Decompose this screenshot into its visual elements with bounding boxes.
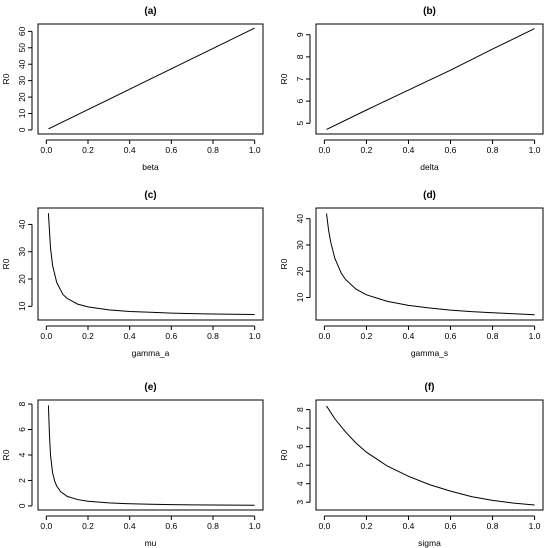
panel-f-x-tick-label-2: 0.4 (403, 521, 415, 531)
panel-e-x-tick-label-4: 0.8 (207, 521, 219, 531)
panel-e-y-axis-title: R0 (1, 449, 11, 460)
panel-f-x-axis-title: sigma (418, 538, 441, 548)
panel-d-x-tick-label-2: 0.4 (403, 331, 415, 341)
panel-b-y-tick-label-1: 6 (295, 99, 305, 104)
panel-c-x-tick-label-3: 0.6 (165, 331, 177, 341)
panel-d-y-tick-label-2: 30 (295, 240, 305, 250)
panel-c-y-tick-label-1: 20 (17, 274, 27, 284)
panel-f-series-line (326, 405, 535, 506)
panel-b-y-tick-label-2: 7 (295, 76, 305, 81)
panel-a-y-axis-title: R0 (1, 73, 11, 84)
panel-e-y-tick-label-1: 2 (17, 478, 27, 483)
panel-a-y-tick-label-5: 50 (17, 43, 27, 53)
panel-a-x-tick-label-3: 0.6 (165, 145, 177, 155)
panel-c-x-tick-label-5: 1.0 (249, 331, 261, 341)
panel-a-x-tick-label-1: 0.2 (82, 145, 94, 155)
panel-d-x-axis-title: gamma_s (411, 348, 448, 358)
panel-b-x-axis-title: delta (420, 162, 439, 172)
panel-a-x-axis-title: beta (142, 162, 159, 172)
panel-b-x-tick-label-3: 0.6 (445, 145, 457, 155)
panel-a-y-tick-label-2: 20 (17, 92, 27, 102)
panel-b-y-tick-label-4: 9 (295, 32, 305, 37)
panel-d-x-tick-label-4: 0.8 (487, 331, 499, 341)
panel-e-y-tick-label-2: 4 (17, 452, 27, 457)
panel-c-series-line (47, 213, 255, 315)
panel-e-x-tick-label-5: 1.0 (249, 521, 261, 531)
panel-d-title: (d) (423, 190, 436, 201)
panel-a-y-tick-label-4: 40 (17, 59, 27, 69)
panel-e-y-tick-label-0: 0 (17, 503, 27, 508)
panel-b-title: (b) (423, 6, 436, 17)
panel-d-x-tick-label-5: 1.0 (529, 331, 541, 341)
panel-e-x-tick-label-1: 0.2 (82, 521, 94, 531)
panel-e-x-tick-label-2: 0.4 (124, 521, 136, 531)
panel-e-title: (e) (144, 382, 156, 393)
panel-d-x-tick-label-1: 0.2 (361, 331, 373, 341)
panel-c-x-tick-label-2: 0.4 (124, 331, 136, 341)
panel-e-y-tick-label-4: 8 (17, 401, 27, 406)
panel-f-y-tick-label-0: 3 (295, 500, 305, 505)
panel-a-x-tick-label-0: 0.0 (40, 145, 52, 155)
panel-e-x-axis-title: mu (145, 538, 157, 548)
panel-f-y-tick-label-5: 8 (295, 407, 305, 412)
panel-c-y-tick-label-2: 30 (17, 247, 27, 257)
panel-f-y-tick-label-1: 4 (295, 481, 305, 486)
panel-c-plot-frame (37, 207, 264, 321)
panel-b-y-tick-label-3: 8 (295, 54, 305, 59)
panel-f-x-tick-label-1: 0.2 (361, 521, 373, 531)
panel-f-title: (f) (425, 382, 435, 393)
panel-b-x-tick-label-5: 1.0 (529, 145, 541, 155)
panel-a-series-line (48, 27, 255, 130)
panel-c-y-tick-label-0: 10 (17, 301, 27, 311)
panel-d-x-tick-label-0: 0.0 (318, 331, 330, 341)
panel-a-title: (a) (144, 6, 156, 17)
panel-f-y-tick-label-2: 5 (295, 463, 305, 468)
panel-c-x-tick-label-0: 0.0 (40, 331, 52, 341)
panel-b-y-tick-label-0: 5 (295, 121, 305, 126)
panel-c-x-tick-label-4: 0.8 (207, 331, 219, 341)
panel-d-y-axis-title: R0 (279, 258, 289, 269)
panel-a-x-tick-label-2: 0.4 (124, 145, 136, 155)
panel-e-y-tick-label-3: 6 (17, 427, 27, 432)
panel-a-x-tick-label-4: 0.8 (207, 145, 219, 155)
panel-a-plot-frame (37, 23, 264, 135)
panel-e-x-tick-label-0: 0.0 (40, 521, 52, 531)
panel-e-plot-frame (37, 399, 264, 511)
panel-f-x-tick-label-3: 0.6 (445, 521, 457, 531)
panel-b-plot-frame (315, 23, 544, 135)
panel-d-y-tick-label-3: 40 (295, 214, 305, 224)
panel-d-plot-frame (315, 207, 544, 321)
panel-f-y-tick-label-3: 6 (295, 444, 305, 449)
panel-c-y-axis-title: R0 (1, 258, 11, 269)
panel-d-y-tick-label-1: 20 (295, 266, 305, 276)
panel-a-x-tick-label-5: 1.0 (249, 145, 261, 155)
panel-b-series-line (326, 28, 535, 130)
panel-a-y-tick-label-0: 0 (17, 127, 27, 132)
panel-f-x-tick-label-5: 1.0 (529, 521, 541, 531)
panel-f-x-tick-label-4: 0.8 (487, 521, 499, 531)
panel-c-y-tick-label-3: 40 (17, 219, 27, 229)
panel-b-y-axis-title: R0 (279, 73, 289, 84)
panel-c-x-tick-label-1: 0.2 (82, 331, 94, 341)
panel-a-y-tick-label-1: 10 (17, 109, 27, 119)
panel-f-x-tick-label-0: 0.0 (318, 521, 330, 531)
panel-e-series-line (47, 405, 255, 506)
panel-f-y-axis-title: R0 (279, 449, 289, 460)
panel-a-y-tick-label-3: 30 (17, 76, 27, 86)
panel-d-x-tick-label-3: 0.6 (445, 331, 457, 341)
panel-b-x-tick-label-1: 0.2 (361, 145, 373, 155)
panel-d-y-tick-label-0: 10 (295, 292, 305, 302)
panel-b-x-tick-label-0: 0.0 (318, 145, 330, 155)
panel-c-x-axis-title: gamma_a (132, 348, 170, 358)
panel-a-y-tick-label-6: 60 (17, 26, 27, 36)
panel-b-x-tick-label-2: 0.4 (403, 145, 415, 155)
panel-d-series-line (326, 213, 535, 316)
panel-f-plot-frame (315, 399, 544, 511)
panel-c-title: (c) (144, 190, 156, 201)
panel-b-x-tick-label-4: 0.8 (487, 145, 499, 155)
panel-e-x-tick-label-3: 0.6 (165, 521, 177, 531)
panel-f-y-tick-label-4: 7 (295, 426, 305, 431)
